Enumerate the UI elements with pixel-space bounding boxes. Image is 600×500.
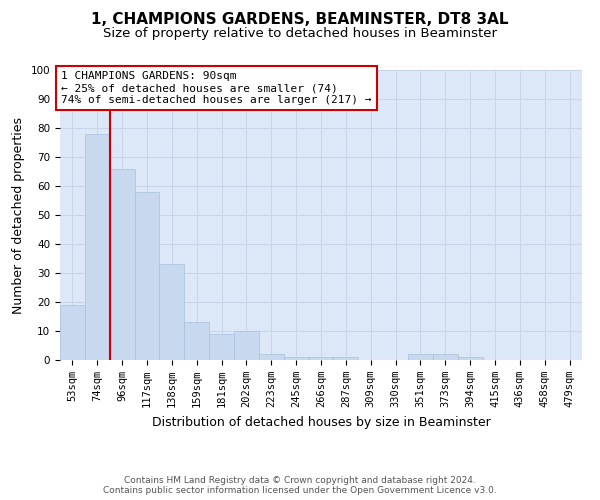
- Bar: [284, 357, 308, 360]
- Bar: [209, 334, 234, 360]
- Bar: [110, 168, 134, 360]
- Bar: [334, 357, 358, 360]
- Text: Size of property relative to detached houses in Beaminster: Size of property relative to detached ho…: [103, 28, 497, 40]
- Text: Contains HM Land Registry data © Crown copyright and database right 2024.
Contai: Contains HM Land Registry data © Crown c…: [103, 476, 497, 495]
- X-axis label: Distribution of detached houses by size in Beaminster: Distribution of detached houses by size …: [152, 416, 490, 428]
- Bar: [85, 134, 110, 360]
- Text: 1, CHAMPIONS GARDENS, BEAMINSTER, DT8 3AL: 1, CHAMPIONS GARDENS, BEAMINSTER, DT8 3A…: [91, 12, 509, 28]
- Y-axis label: Number of detached properties: Number of detached properties: [12, 116, 25, 314]
- Bar: [259, 354, 284, 360]
- Bar: [234, 331, 259, 360]
- Bar: [408, 354, 433, 360]
- Bar: [134, 192, 160, 360]
- Bar: [433, 354, 458, 360]
- Bar: [60, 305, 85, 360]
- Bar: [308, 357, 334, 360]
- Text: 1 CHAMPIONS GARDENS: 90sqm
← 25% of detached houses are smaller (74)
74% of semi: 1 CHAMPIONS GARDENS: 90sqm ← 25% of deta…: [61, 72, 372, 104]
- Bar: [160, 264, 184, 360]
- Bar: [458, 357, 482, 360]
- Bar: [184, 322, 209, 360]
